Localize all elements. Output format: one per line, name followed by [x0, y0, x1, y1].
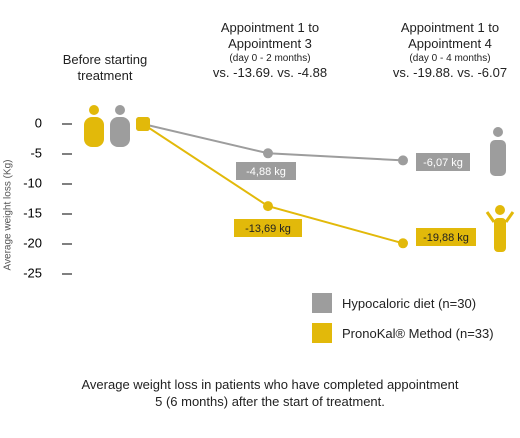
- y-tick-label: -25: [23, 265, 42, 280]
- value-label-box: [236, 162, 296, 180]
- value-label: -19,88 kg: [423, 232, 469, 244]
- legend-swatch: [312, 293, 332, 313]
- category-header: Before starting treatment: [50, 52, 160, 84]
- legend-item: PronoKal® Method (n=33): [312, 323, 494, 343]
- x-tick-label: Before starting treatment: [62, 52, 148, 83]
- y-tick-label: 0: [35, 115, 42, 130]
- legend-swatch: [312, 323, 332, 343]
- category-comparison: vs. -19.88. vs. -6.07: [392, 65, 508, 80]
- category-header: Appointment 1 to Appointment 4 (day 0 - 4…: [370, 20, 520, 81]
- category-note: (day 0 - 2 months): [229, 53, 311, 64]
- point: [263, 201, 273, 212]
- y-tick-label: -20: [23, 235, 42, 250]
- y-tick-label: -15: [23, 205, 42, 220]
- y-axis-title: Average weight loss (Kg): [3, 160, 14, 271]
- value-label-box: [234, 219, 302, 237]
- series-line: [142, 123, 404, 162]
- x-tick-label: Appointment 1 to Appointment 3: [220, 20, 320, 51]
- value-label: -4,88 kg: [246, 166, 286, 178]
- legend-label: PronoKal® Method (n=33): [342, 325, 494, 341]
- value-label: -13,69 kg: [245, 223, 291, 235]
- value-label-box: [416, 153, 470, 171]
- value-label: -6,07 kg: [423, 157, 463, 169]
- point: [398, 155, 408, 166]
- caption: Average weight loss in patients who have…: [81, 377, 459, 409]
- point: [398, 238, 408, 249]
- legend-item: Hypocaloric diet (n=30): [312, 293, 476, 313]
- legend-label: Hypocaloric diet (n=30): [342, 295, 477, 311]
- y-tick-label: -5: [30, 145, 42, 160]
- point: [263, 148, 273, 159]
- value-label-box: [416, 228, 476, 246]
- point: [136, 117, 150, 131]
- figure-icons: [84, 105, 515, 252]
- category-comparison: vs. -13.69. vs. -4.88: [212, 65, 328, 80]
- category-header: Appointment 1 to Appointment 3 (day 0 - 2…: [190, 20, 350, 81]
- y-tick-label: -10: [23, 175, 42, 190]
- category-note: (day 0 - 4 months): [409, 53, 491, 64]
- x-tick-label: Appointment 1 to Appointment 4: [400, 20, 500, 51]
